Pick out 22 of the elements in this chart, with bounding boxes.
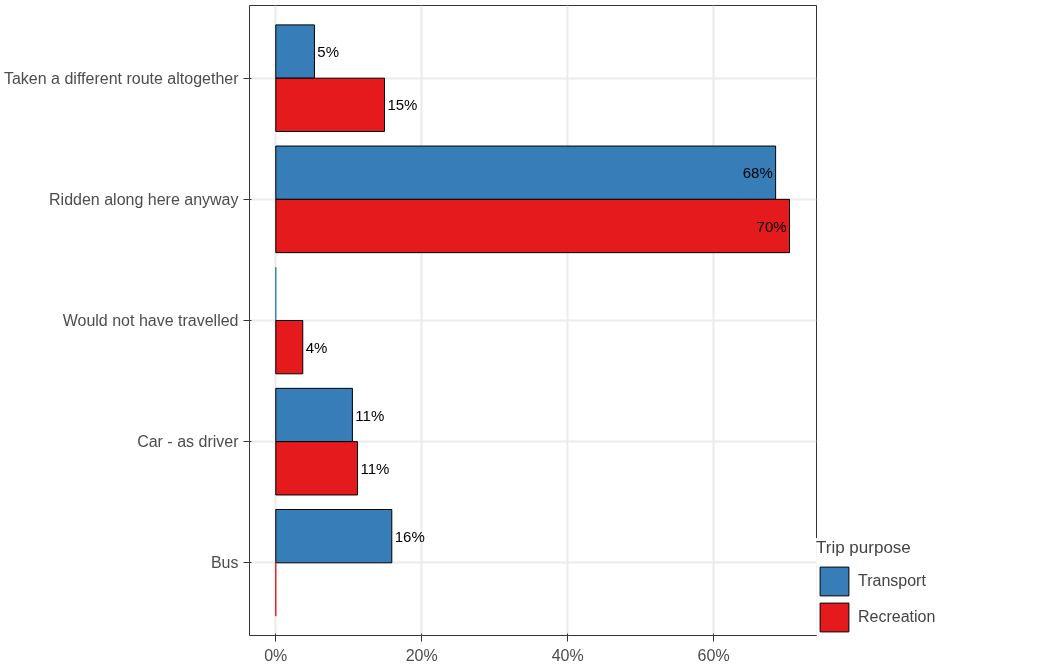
data-label: 11%	[360, 459, 390, 477]
legend-label: Transport	[858, 572, 926, 590]
data-label: 16%	[394, 527, 425, 545]
bar	[275, 320, 304, 375]
y-tick-label: Bus	[210, 554, 239, 572]
x-tick-label: 60%	[697, 646, 730, 664]
y-tick-label: Ridden along here anyway	[49, 190, 239, 208]
data-label: 5%	[317, 43, 340, 61]
legend-title: Trip purpose	[816, 538, 912, 558]
data-label: 15%	[387, 96, 418, 114]
bar	[275, 509, 393, 564]
y-tick-label: Taken a different route altogether	[3, 69, 240, 87]
data-label: 70%	[756, 217, 787, 235]
legend-label: Recreation	[858, 608, 936, 626]
y-tick-label: Car - as driver	[137, 433, 240, 451]
x-tick-label: 0%	[264, 646, 288, 664]
data-label: 4%	[305, 338, 328, 356]
data-label: 11%	[355, 406, 385, 424]
x-tick-label: 40%	[551, 646, 584, 664]
data-label: 68%	[742, 164, 773, 182]
y-tick-label: Would not have travelled	[62, 312, 239, 329]
x-tick-label: 20%	[405, 646, 438, 664]
